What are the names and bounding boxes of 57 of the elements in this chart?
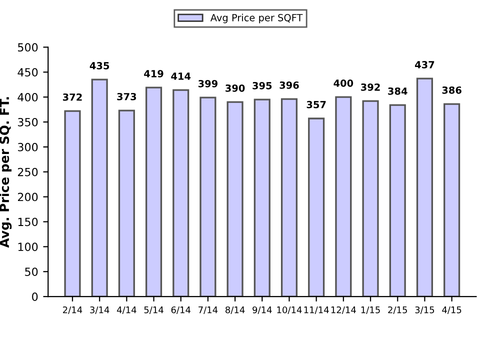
- bar: [118, 110, 135, 297]
- data-label: 384: [388, 87, 408, 95]
- bar: [416, 78, 433, 297]
- x-tick-label: 4/15: [442, 306, 462, 314]
- data-label: 386: [442, 86, 462, 94]
- data-label: 414: [171, 72, 191, 80]
- bar: [280, 98, 298, 297]
- y-tick-label: 400: [18, 93, 38, 102]
- bar: [335, 96, 352, 297]
- data-label: 437: [415, 61, 434, 68]
- data-label: 395: [252, 82, 272, 90]
- x-tick-label: 6/14: [171, 306, 190, 314]
- y-tick-label: 250: [18, 168, 38, 176]
- data-label: 396: [280, 81, 299, 89]
- x-tick-label: 4/14: [116, 306, 136, 314]
- data-label: 400: [334, 79, 354, 87]
- x-tick-label: 1/15: [361, 306, 380, 314]
- y-tick-label: 350: [18, 118, 38, 126]
- data-label: 390: [226, 84, 245, 92]
- y-tick-label: 500: [18, 43, 38, 52]
- legend-label: Avg Price per SQFT: [210, 14, 303, 24]
- y-tick-label: 50: [25, 268, 38, 276]
- bar: [172, 89, 190, 297]
- bar: [444, 103, 460, 297]
- x-tick-label: 2/15: [388, 306, 407, 314]
- y-tick-label: 100: [18, 242, 38, 252]
- data-label: 419: [144, 70, 164, 78]
- y-tick-label: 450: [18, 68, 38, 76]
- bar: [389, 104, 406, 297]
- x-tick-label: 5/14: [144, 306, 164, 314]
- x-tick-label: 11/14: [304, 306, 329, 314]
- bar: [308, 118, 325, 297]
- bar: [226, 101, 244, 297]
- data-label: 392: [361, 83, 380, 91]
- data-label: 399: [198, 80, 218, 88]
- y-tick-label: 0: [32, 292, 38, 301]
- x-tick-label: 3/15: [415, 306, 434, 314]
- bar: [254, 98, 270, 297]
- x-tick-label: 2/14: [63, 306, 82, 314]
- y-tick-label: 200: [18, 192, 38, 202]
- x-tick-label: 9/14: [252, 306, 272, 314]
- bar: [145, 86, 162, 297]
- x-tick-label: 3/14: [90, 306, 110, 314]
- bar: [91, 78, 108, 297]
- bar: [362, 100, 379, 297]
- bar: [200, 96, 216, 297]
- data-label: 357: [306, 100, 326, 108]
- data-label: 373: [117, 92, 136, 100]
- data-label: 435: [90, 62, 110, 70]
- x-tick-label: 10/14: [277, 306, 302, 314]
- x-tick-label: 7/14: [198, 306, 218, 314]
- bar: [64, 110, 81, 297]
- x-tick-label: 8/14: [226, 306, 245, 314]
- data-label: 372: [62, 93, 82, 101]
- y-tick-label: 300: [18, 142, 38, 152]
- y-tick-label: 150: [18, 218, 38, 226]
- x-tick-label: 12/14: [331, 306, 356, 314]
